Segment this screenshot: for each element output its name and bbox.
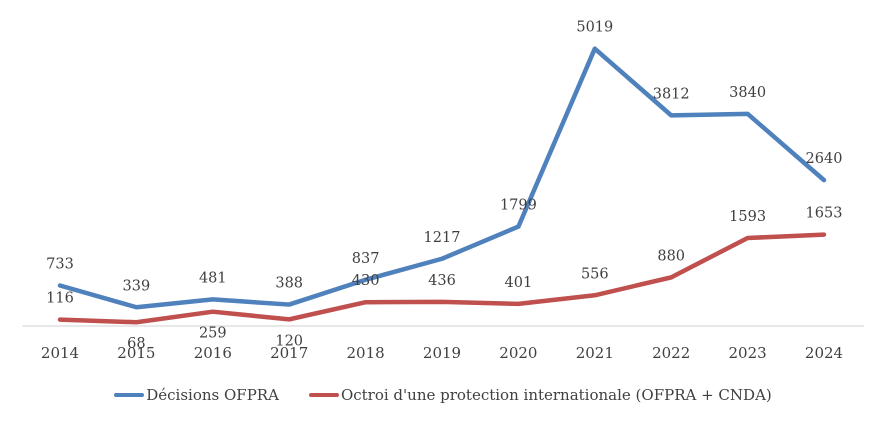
x-tick-label: 2020 bbox=[499, 344, 537, 362]
data-label-1: 1653 bbox=[806, 206, 843, 222]
data-label-1: 436 bbox=[428, 273, 456, 289]
x-tick-label: 2023 bbox=[729, 344, 767, 362]
data-label-1: 120 bbox=[275, 333, 303, 349]
data-label-1: 401 bbox=[505, 275, 533, 291]
data-label-0: 388 bbox=[275, 276, 303, 292]
data-label-0: 733 bbox=[46, 256, 74, 272]
series-line-0 bbox=[57, 46, 827, 310]
data-label-1: 556 bbox=[581, 266, 609, 282]
legend-label-protection: Octroi d'une protection internationale (… bbox=[340, 386, 772, 404]
chart-legend: Décisions OFPRA Octroi d'une protection … bbox=[0, 386, 886, 404]
x-tick-label: 2016 bbox=[194, 344, 232, 362]
legend-item-protection: Octroi d'une protection internationale (… bbox=[308, 386, 772, 404]
data-label-1: 68 bbox=[127, 336, 145, 352]
x-tick-label: 2018 bbox=[347, 344, 385, 362]
legend-swatch-protection bbox=[308, 393, 339, 397]
data-label-0: 1799 bbox=[500, 198, 537, 214]
data-label-1: 430 bbox=[352, 273, 380, 289]
data-label-0: 3840 bbox=[729, 85, 766, 101]
legend-label-decisions: Décisions OFPRA bbox=[146, 386, 279, 404]
legend-swatch-decisions bbox=[114, 393, 145, 397]
data-label-1: 259 bbox=[199, 326, 227, 342]
x-tick-label: 2019 bbox=[423, 344, 461, 362]
data-label-0: 5019 bbox=[576, 20, 613, 36]
x-tick-label: 2014 bbox=[41, 344, 79, 362]
x-tick-label: 2021 bbox=[576, 344, 614, 362]
x-tick-label: 2024 bbox=[805, 344, 843, 362]
line-chart: 2014 2015 2016 2017 2018 2019 2020 2021 2022 2023… bbox=[22, 20, 864, 362]
data-label-0: 339 bbox=[123, 278, 151, 294]
data-label-1: 116 bbox=[46, 291, 74, 307]
data-label-0: 481 bbox=[199, 270, 227, 286]
series-line-1 bbox=[57, 232, 827, 325]
x-tick-label: 2017 bbox=[270, 344, 308, 362]
data-label-0: 2640 bbox=[806, 151, 843, 167]
data-label-0: 1217 bbox=[424, 230, 461, 246]
data-label-0: 837 bbox=[352, 251, 380, 267]
x-tick-label: 2015 bbox=[117, 344, 155, 362]
legend-item-decisions: Décisions OFPRA bbox=[114, 386, 279, 404]
data-label-1: 1593 bbox=[729, 209, 766, 225]
data-label-0: 3812 bbox=[653, 86, 690, 102]
x-tick-label: 2022 bbox=[652, 344, 690, 362]
data-label-1: 880 bbox=[657, 248, 685, 264]
